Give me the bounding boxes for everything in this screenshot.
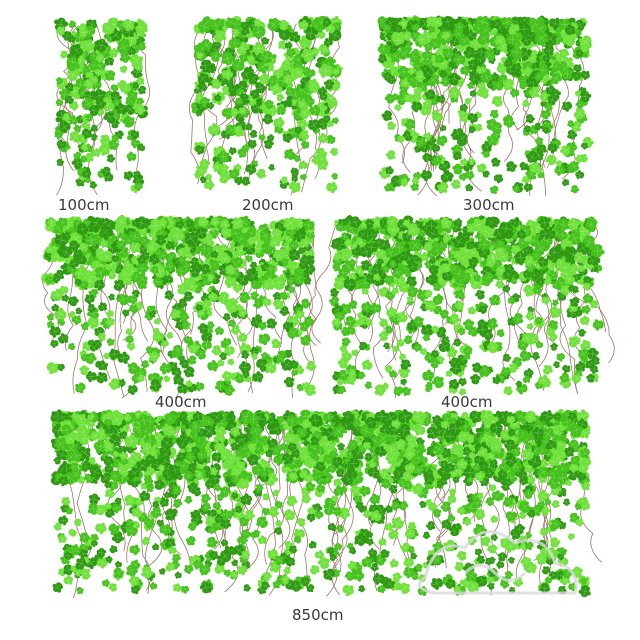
- ivy-illustration: [377, 15, 594, 197]
- size-label-850: 850cm: [292, 606, 344, 624]
- ivy-illustration: [50, 408, 603, 599]
- ivy-panel-850: [50, 408, 603, 599]
- size-label-100: 100cm: [58, 196, 110, 214]
- ivy-panel-200: [188, 15, 344, 196]
- size-label-300: 300cm: [463, 196, 515, 214]
- size-label-400-right: 400cm: [441, 393, 493, 411]
- ivy-illustration: [41, 215, 323, 399]
- ivy-illustration: [309, 215, 615, 399]
- size-label-200: 200cm: [242, 196, 294, 214]
- ivy-panel-100: [52, 17, 151, 196]
- ivy-panel-300: [377, 15, 594, 197]
- ivy-illustration: [54, 17, 151, 196]
- sky-logo-icon: [405, 518, 595, 618]
- size-label-400-left: 400cm: [155, 393, 207, 411]
- ivy-panel-400-left: [41, 215, 323, 399]
- ivy-illustration: [188, 15, 344, 196]
- ivy-panel-400-right: [309, 215, 615, 399]
